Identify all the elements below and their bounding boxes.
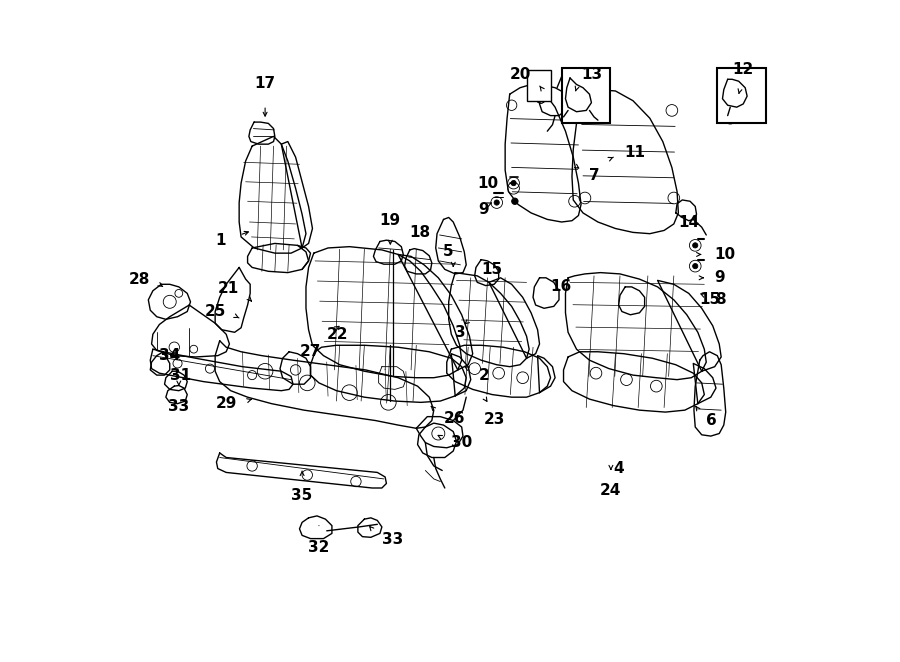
Text: 35: 35 bbox=[292, 488, 312, 503]
Polygon shape bbox=[216, 453, 386, 488]
Text: 21: 21 bbox=[218, 281, 239, 297]
Polygon shape bbox=[451, 354, 471, 396]
Text: 29: 29 bbox=[216, 396, 238, 411]
Polygon shape bbox=[215, 267, 250, 332]
Text: 25: 25 bbox=[205, 304, 226, 319]
Polygon shape bbox=[150, 352, 170, 375]
Text: 23: 23 bbox=[483, 412, 505, 427]
Text: 11: 11 bbox=[624, 145, 645, 160]
Text: 8: 8 bbox=[715, 293, 725, 307]
Text: 15: 15 bbox=[482, 262, 502, 277]
Text: 14: 14 bbox=[679, 214, 699, 230]
Text: 5: 5 bbox=[443, 244, 454, 260]
Polygon shape bbox=[563, 352, 705, 412]
Text: 33: 33 bbox=[382, 532, 403, 547]
Text: 34: 34 bbox=[159, 348, 181, 363]
Text: 30: 30 bbox=[451, 435, 472, 450]
Text: 22: 22 bbox=[327, 327, 348, 342]
Polygon shape bbox=[436, 217, 466, 274]
Text: 16: 16 bbox=[551, 279, 572, 295]
Text: 2: 2 bbox=[479, 367, 490, 383]
Text: 3: 3 bbox=[455, 325, 466, 340]
Polygon shape bbox=[379, 367, 406, 389]
Polygon shape bbox=[310, 346, 466, 402]
Polygon shape bbox=[565, 78, 591, 112]
Polygon shape bbox=[148, 284, 191, 319]
Text: 13: 13 bbox=[581, 68, 602, 82]
Text: 32: 32 bbox=[309, 540, 329, 555]
Polygon shape bbox=[150, 349, 293, 391]
Polygon shape bbox=[300, 516, 332, 539]
Polygon shape bbox=[166, 385, 187, 404]
Polygon shape bbox=[417, 416, 463, 448]
Polygon shape bbox=[618, 287, 644, 315]
Text: 7: 7 bbox=[590, 167, 600, 183]
Polygon shape bbox=[151, 305, 230, 357]
Circle shape bbox=[511, 198, 518, 205]
Text: 27: 27 bbox=[300, 344, 321, 359]
Text: 4: 4 bbox=[614, 461, 624, 476]
Polygon shape bbox=[282, 142, 312, 248]
Polygon shape bbox=[658, 281, 721, 371]
Text: 17: 17 bbox=[255, 76, 275, 91]
Polygon shape bbox=[474, 260, 499, 285]
Text: 9: 9 bbox=[715, 270, 725, 285]
Bar bbox=[562, 68, 610, 123]
Text: 28: 28 bbox=[129, 271, 150, 287]
Text: 6: 6 bbox=[706, 413, 717, 428]
Polygon shape bbox=[249, 122, 274, 144]
Polygon shape bbox=[248, 244, 309, 273]
Circle shape bbox=[494, 200, 500, 205]
Polygon shape bbox=[572, 89, 679, 234]
Bar bbox=[526, 70, 551, 101]
Polygon shape bbox=[505, 85, 581, 222]
Circle shape bbox=[693, 263, 698, 269]
Polygon shape bbox=[489, 278, 539, 358]
Polygon shape bbox=[676, 200, 697, 220]
Polygon shape bbox=[537, 355, 555, 393]
Circle shape bbox=[511, 181, 517, 185]
Circle shape bbox=[693, 243, 698, 248]
Polygon shape bbox=[693, 363, 716, 404]
Polygon shape bbox=[539, 86, 567, 116]
Text: 10: 10 bbox=[478, 175, 499, 191]
Polygon shape bbox=[215, 341, 434, 428]
Text: 33: 33 bbox=[168, 399, 189, 414]
Polygon shape bbox=[306, 247, 462, 378]
Polygon shape bbox=[239, 136, 306, 253]
Bar bbox=[717, 68, 766, 123]
Polygon shape bbox=[280, 352, 310, 384]
Polygon shape bbox=[405, 249, 432, 274]
Polygon shape bbox=[418, 423, 456, 457]
Polygon shape bbox=[723, 79, 747, 107]
Text: 9: 9 bbox=[478, 201, 489, 216]
Polygon shape bbox=[374, 240, 403, 264]
Text: 24: 24 bbox=[600, 483, 622, 498]
Text: 12: 12 bbox=[733, 62, 754, 77]
Text: 26: 26 bbox=[444, 411, 465, 426]
Polygon shape bbox=[446, 346, 551, 397]
Text: 18: 18 bbox=[409, 225, 430, 240]
Text: 31: 31 bbox=[170, 367, 191, 383]
Polygon shape bbox=[694, 352, 725, 436]
Polygon shape bbox=[165, 371, 187, 391]
Text: 1: 1 bbox=[216, 232, 226, 248]
Text: 20: 20 bbox=[509, 68, 531, 82]
Text: 10: 10 bbox=[715, 247, 736, 262]
Polygon shape bbox=[358, 518, 382, 538]
Text: 19: 19 bbox=[380, 214, 400, 228]
Polygon shape bbox=[533, 278, 559, 308]
Polygon shape bbox=[565, 273, 706, 379]
Polygon shape bbox=[398, 254, 472, 370]
Text: 15: 15 bbox=[700, 293, 721, 307]
Polygon shape bbox=[449, 273, 529, 367]
